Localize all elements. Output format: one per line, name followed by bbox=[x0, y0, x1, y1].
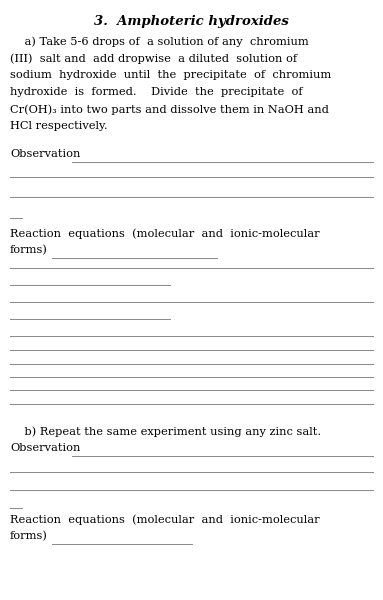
Text: Reaction  equations  (molecular  and  ionic-molecular: Reaction equations (molecular and ionic-… bbox=[10, 228, 320, 239]
Text: b) Repeat the same experiment using any zinc salt.: b) Repeat the same experiment using any … bbox=[10, 426, 321, 437]
Text: 3.  Amphoteric hydroxides: 3. Amphoteric hydroxides bbox=[93, 15, 288, 28]
Text: sodium  hydroxide  until  the  precipitate  of  chromium: sodium hydroxide until the precipitate o… bbox=[10, 70, 331, 80]
Text: (III)  salt and  add dropwise  a diluted  solution of: (III) salt and add dropwise a diluted so… bbox=[10, 53, 297, 64]
Text: Observation: Observation bbox=[10, 149, 80, 159]
Text: a) Take 5-6 drops of  a solution of any  chromium: a) Take 5-6 drops of a solution of any c… bbox=[10, 36, 309, 47]
Text: HCl respectively.: HCl respectively. bbox=[10, 121, 108, 131]
Text: hydroxide  is  formed.    Divide  the  precipitate  of: hydroxide is formed. Divide the precipit… bbox=[10, 87, 303, 97]
Text: Cr(OH)₃ into two parts and dissolve them in NaOH and: Cr(OH)₃ into two parts and dissolve them… bbox=[10, 104, 329, 115]
Text: forms): forms) bbox=[10, 245, 48, 256]
Text: Observation: Observation bbox=[10, 443, 80, 453]
Text: Reaction  equations  (molecular  and  ionic-molecular: Reaction equations (molecular and ionic-… bbox=[10, 514, 320, 524]
Text: forms): forms) bbox=[10, 531, 48, 541]
